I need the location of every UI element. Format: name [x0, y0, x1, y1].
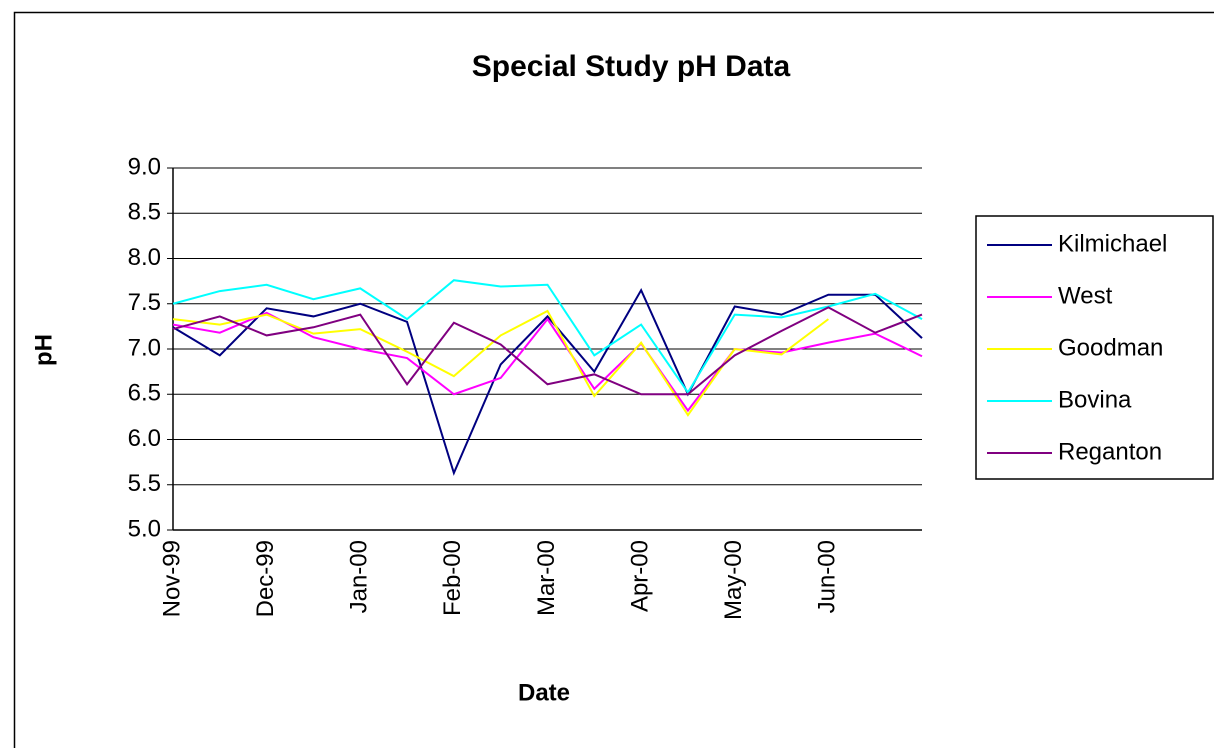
data-line — [172, 306, 923, 396]
chart-title: Special Study pH Data — [472, 50, 791, 83]
legend-label: Goodman — [1058, 334, 1163, 361]
y-axis-label: pH — [30, 334, 57, 366]
x-tick-label: Nov-99 — [158, 540, 185, 617]
legend-label: Bovina — [1058, 386, 1132, 413]
y-tick-label: 5.5 — [128, 470, 161, 497]
y-tick-label: 7.5 — [128, 289, 161, 316]
x-tick-label: Mar-00 — [533, 540, 560, 616]
x-tick-label: May-00 — [720, 540, 747, 620]
data-line — [172, 309, 829, 417]
legend-label: Reganton — [1058, 438, 1162, 465]
y-tick-label: 6.0 — [128, 425, 161, 452]
y-tick-label: 6.5 — [128, 380, 161, 407]
legend-label: Kilmichael — [1058, 230, 1167, 257]
x-tick-label: Dec-99 — [252, 540, 279, 617]
legend-label: West — [1058, 282, 1113, 309]
y-tick-label: 9.0 — [128, 153, 161, 180]
chart-frame — [13, 11, 1214, 748]
y-tick-label: 5.0 — [128, 515, 161, 542]
x-tick-label: Feb-00 — [439, 540, 466, 616]
data-line — [172, 287, 923, 476]
legend-box — [975, 215, 1214, 480]
data-line — [172, 279, 923, 395]
data-line — [172, 311, 923, 413]
y-tick-label: 8.5 — [128, 199, 161, 226]
y-tick-label: 7.0 — [128, 334, 161, 361]
y-tick-label: 8.0 — [128, 244, 161, 271]
x-tick-label: Apr-00 — [626, 540, 653, 612]
x-tick-label: Jun-00 — [814, 540, 841, 613]
x-axis-label: Date — [518, 679, 570, 706]
x-tick-label: Jan-00 — [346, 540, 373, 613]
